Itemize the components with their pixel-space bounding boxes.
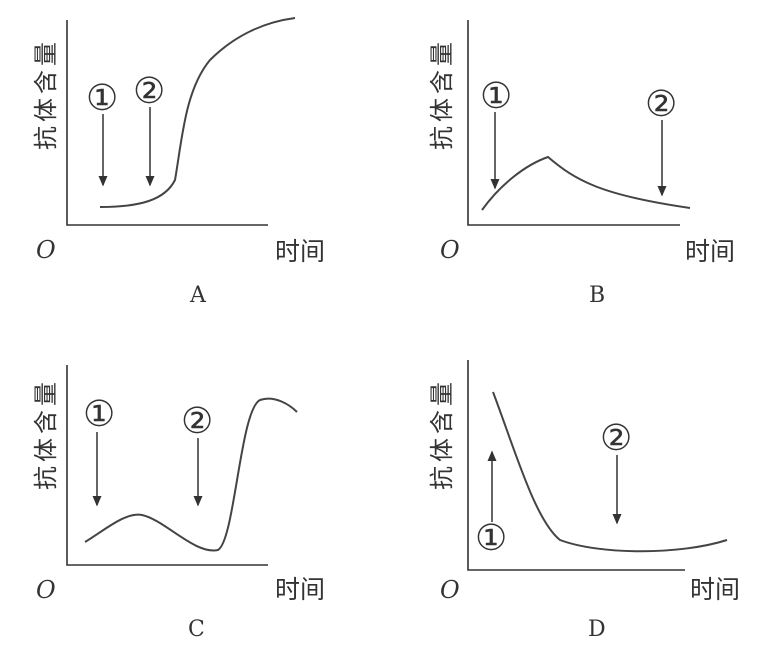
y-axis-label: 抗体含量 (428, 38, 456, 150)
origin: O (440, 576, 460, 604)
y-axis-label: 抗体含量 (32, 38, 60, 150)
x-axis-label: 时间 (690, 575, 740, 604)
panel-a: 抗体含量 O 时间 A ① ② (32, 17, 325, 308)
axes (467, 20, 680, 226)
curve (492, 391, 728, 553)
marker-1: ① (83, 394, 115, 435)
panel-label: D (588, 617, 606, 642)
panel-label: B (589, 283, 605, 308)
y-axis-label: 抗体含量 (32, 378, 60, 490)
y-axis-label: 抗体含量 (428, 378, 456, 490)
axes (66, 20, 268, 226)
marker-2: ② (645, 84, 677, 125)
x-axis-label: 时间 (685, 237, 735, 266)
marker-2: ② (600, 418, 632, 459)
x-axis-label: 时间 (275, 237, 325, 266)
marker-1: ① (86, 78, 118, 119)
marker-1: ① (480, 76, 512, 117)
marker-1: ① (475, 518, 507, 559)
marker-2: ② (181, 401, 213, 442)
panel-label: A (189, 283, 207, 308)
axes (467, 360, 685, 571)
curve (99, 17, 296, 208)
panel-c: 抗体含量 O 时间 C ① ② (32, 365, 325, 642)
curve (84, 397, 298, 552)
panel-label: C (188, 617, 205, 642)
panel-b: 抗体含量 O 时间 B ① ② (428, 20, 735, 308)
panel-d: 抗体含量 O 时间 D ① ② (428, 360, 740, 642)
curve (481, 155, 691, 211)
axes (66, 365, 268, 566)
marker-2: ② (133, 71, 165, 112)
origin: O (36, 576, 56, 604)
origin: O (440, 236, 460, 264)
origin: O (36, 236, 56, 264)
x-axis-label: 时间 (275, 575, 325, 604)
